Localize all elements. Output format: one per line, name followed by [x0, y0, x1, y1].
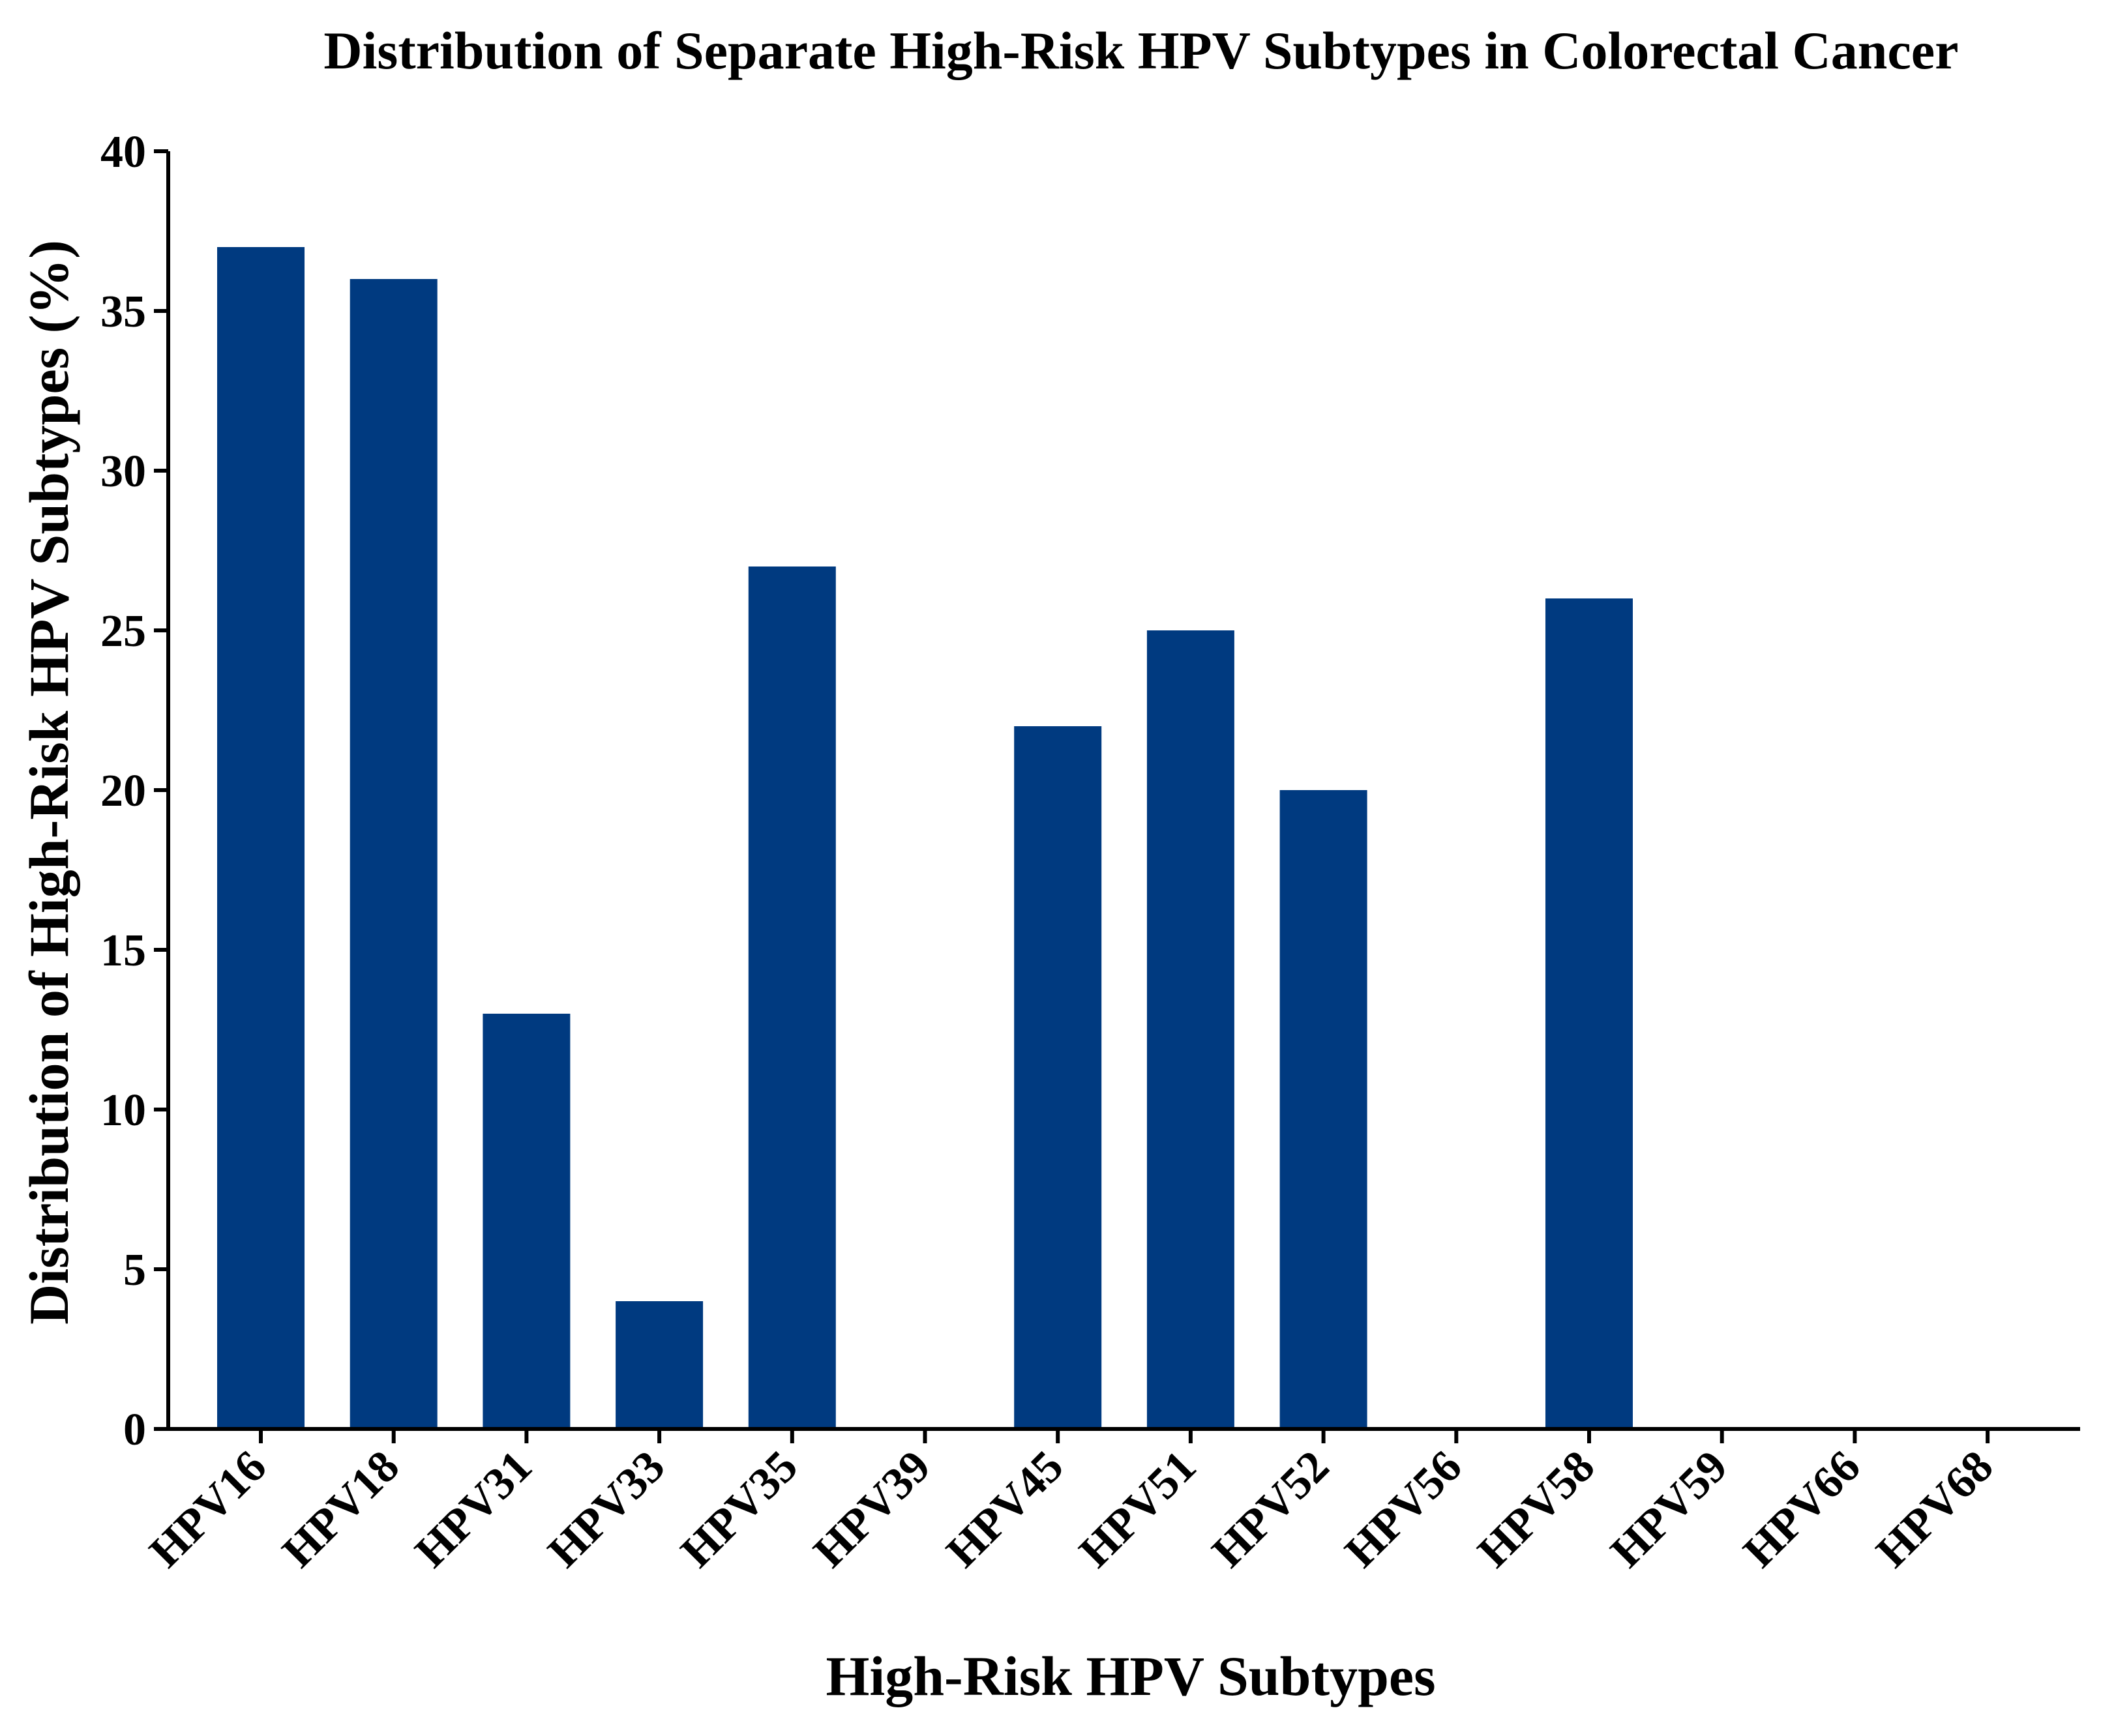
x-tick-label-hpv18: HPV18: [273, 1441, 409, 1577]
chart-title: Distribution of Separate High-Risk HPV S…: [323, 21, 1958, 80]
x-tick-label-hpv59: HPV59: [1602, 1441, 1737, 1577]
y-tick-label-0: 0: [123, 1405, 146, 1455]
x-tick-label-hpv35: HPV35: [672, 1441, 807, 1577]
y-tick-label-35: 35: [100, 287, 146, 337]
x-tick-label-hpv39: HPV39: [804, 1441, 940, 1577]
x-tick-label-hpv16: HPV16: [140, 1441, 276, 1577]
x-tick-label-hpv51: HPV51: [1070, 1441, 1206, 1577]
y-tick-label-5: 5: [123, 1245, 146, 1295]
x-tick-label-hpv31: HPV31: [406, 1441, 541, 1577]
x-axis: HPV16HPV18HPV31HPV33HPV35HPV39HPV45HPV51…: [140, 1427, 2080, 1577]
y-tick-label-40: 40: [100, 127, 146, 177]
x-tick-label-hpv68: HPV68: [1867, 1441, 2003, 1577]
y-axis: 0 5 10 15 20 25 30 35 40: [100, 127, 170, 1455]
bar-hpv16: [217, 247, 305, 1429]
bar-hpv45: [1014, 726, 1102, 1429]
bar-hpv51: [1146, 630, 1234, 1429]
y-axis-title: Distribution of High-Risk HPV Subtypes (…: [18, 240, 80, 1325]
y-tick-label-20: 20: [100, 766, 146, 816]
y-tick-label-10: 10: [100, 1085, 146, 1136]
bar-hpv52: [1279, 790, 1367, 1429]
bars: [217, 247, 1633, 1429]
bar-hpv58: [1545, 598, 1633, 1429]
x-tick-label-hpv66: HPV66: [1734, 1441, 1870, 1577]
x-tick-label-hpv45: HPV45: [937, 1441, 1073, 1577]
x-tick-label-hpv52: HPV52: [1202, 1441, 1338, 1577]
bar-hpv33: [616, 1301, 704, 1429]
x-axis-title: High-Risk HPV Subtypes: [826, 1645, 1435, 1707]
x-tick-label-hpv58: HPV58: [1468, 1441, 1604, 1577]
bar-hpv31: [483, 1014, 571, 1429]
y-tick-label-15: 15: [100, 926, 146, 976]
y-tick-label-25: 25: [100, 606, 146, 656]
x-tick-label-hpv56: HPV56: [1335, 1441, 1471, 1577]
x-tick-label-hpv33: HPV33: [539, 1441, 674, 1577]
bar-hpv35: [748, 566, 836, 1429]
bar-hpv18: [350, 279, 438, 1429]
y-tick-label-30: 30: [100, 447, 146, 497]
